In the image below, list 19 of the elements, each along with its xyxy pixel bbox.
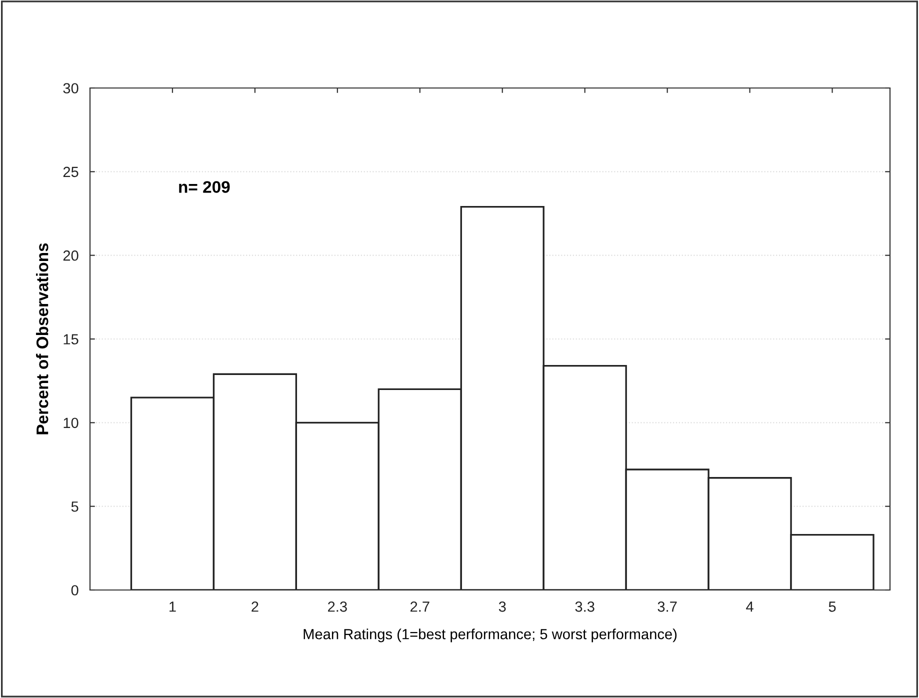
x-tick-label: 3 (498, 601, 506, 612)
x-tick-label: 2.7 (410, 601, 430, 612)
y-tick-label: 5 (71, 502, 78, 512)
y-tick-label: 25 (63, 166, 78, 178)
x-tick-label: 2 (252, 601, 258, 612)
x-axis-title: Mean Ratings (1=best performance; 5 worst performance) (304, 628, 677, 642)
y-axis-title: Percent of Observations (36, 243, 48, 434)
y-tick-label: 30 (63, 83, 78, 94)
x-tick-label: 5 (828, 602, 836, 612)
y-tick-label: 10 (64, 418, 78, 428)
y-tick-label: 0 (71, 585, 78, 596)
y-tick-label: 20 (63, 250, 78, 261)
x-tick-label: 4 (746, 602, 754, 612)
x-tick-label: 2.3 (328, 601, 347, 612)
y-tick-label: 15 (64, 334, 78, 344)
x-tick-label: 1 (170, 602, 176, 612)
annotation: n= 209 (179, 181, 230, 193)
x-tick-label: 3.7 (658, 601, 677, 612)
x-tick-label: 3.3 (575, 601, 594, 612)
